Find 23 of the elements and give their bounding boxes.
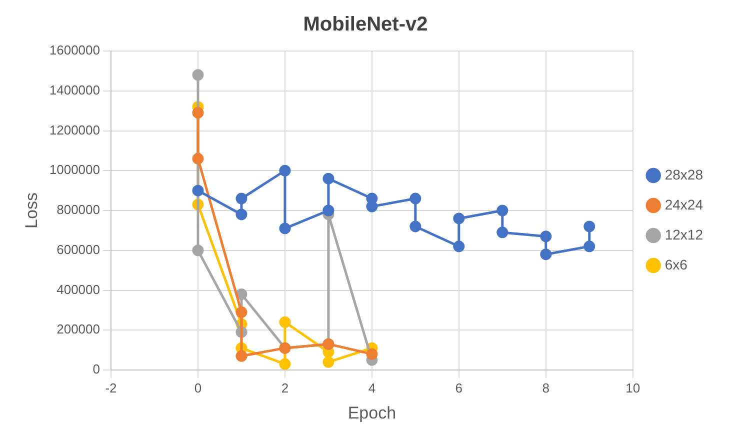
x-tick-label: 8 <box>542 380 550 396</box>
chart-title: MobileNet-v2 <box>303 14 428 36</box>
legend-label: 28x28 <box>664 166 704 182</box>
y-tick-label: 1600000 <box>49 42 100 58</box>
legend-label: 24x24 <box>664 196 704 212</box>
y-tick-label: 1000000 <box>49 162 100 178</box>
y-tick-label: 0 <box>92 362 100 377</box>
legend-label: 6x6 <box>664 256 688 272</box>
y-tick-label: 400000 <box>56 282 100 297</box>
y-tick-label: 1200000 <box>49 122 100 138</box>
x-tick-label: 6 <box>455 380 463 396</box>
y-axis-title: Loss <box>22 192 41 228</box>
legend-label: 12x12 <box>664 226 704 242</box>
x-tick-label: -2 <box>105 380 117 396</box>
x-tick-label: 2 <box>281 380 289 396</box>
x-tick-label: 4 <box>368 380 376 396</box>
x-tick-label: 0 <box>194 380 202 396</box>
y-tick-label: 200000 <box>56 322 100 337</box>
y-tick-label: 1400000 <box>49 82 100 98</box>
y-tick-label: 800000 <box>56 202 100 218</box>
x-axis-title: Epoch <box>348 403 396 422</box>
x-tick-label: 10 <box>626 380 640 396</box>
y-tick-label: 600000 <box>56 242 100 257</box>
